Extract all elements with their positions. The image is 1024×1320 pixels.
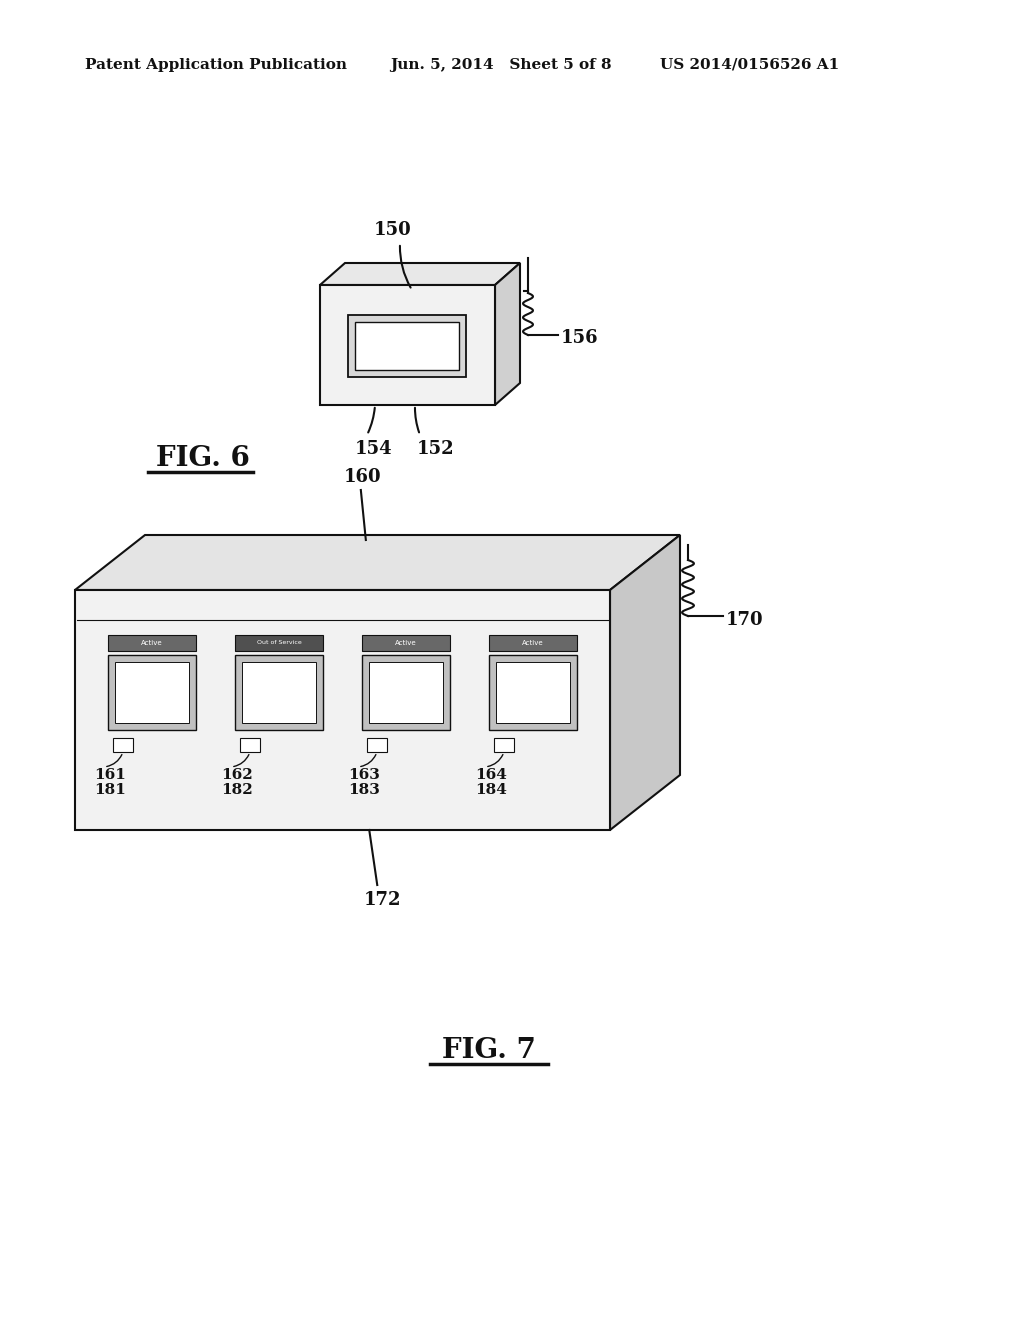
- Polygon shape: [113, 738, 133, 752]
- Text: 183: 183: [348, 783, 380, 797]
- Text: 182: 182: [221, 783, 253, 797]
- Text: Active: Active: [522, 640, 544, 645]
- Polygon shape: [362, 655, 450, 730]
- Polygon shape: [319, 263, 520, 285]
- Text: 170: 170: [726, 611, 764, 630]
- Polygon shape: [367, 738, 387, 752]
- Polygon shape: [234, 655, 323, 730]
- Text: 152: 152: [417, 440, 455, 458]
- Polygon shape: [489, 635, 577, 651]
- Polygon shape: [319, 285, 495, 405]
- Text: 154: 154: [355, 440, 392, 458]
- Text: 172: 172: [365, 891, 401, 909]
- Polygon shape: [369, 663, 443, 723]
- Text: 161: 161: [94, 768, 126, 781]
- Polygon shape: [496, 663, 570, 723]
- Polygon shape: [75, 590, 610, 830]
- Text: 184: 184: [475, 783, 507, 797]
- Polygon shape: [348, 315, 466, 378]
- Text: 156: 156: [561, 329, 599, 347]
- Polygon shape: [610, 535, 680, 830]
- Polygon shape: [240, 738, 260, 752]
- Text: 164: 164: [475, 768, 507, 781]
- Text: Active: Active: [141, 640, 163, 645]
- Polygon shape: [495, 263, 520, 405]
- Text: Out of Service: Out of Service: [257, 640, 301, 645]
- Text: 163: 163: [348, 768, 380, 781]
- Text: Patent Application Publication: Patent Application Publication: [85, 58, 347, 73]
- Polygon shape: [362, 635, 450, 651]
- Text: 162: 162: [221, 768, 253, 781]
- Text: US 2014/0156526 A1: US 2014/0156526 A1: [660, 58, 840, 73]
- Text: 160: 160: [344, 469, 382, 486]
- Text: Active: Active: [395, 640, 417, 645]
- Polygon shape: [108, 655, 196, 730]
- Polygon shape: [494, 738, 514, 752]
- Polygon shape: [108, 635, 196, 651]
- Text: Jun. 5, 2014   Sheet 5 of 8: Jun. 5, 2014 Sheet 5 of 8: [390, 58, 611, 73]
- Text: 150: 150: [374, 220, 412, 239]
- Polygon shape: [75, 535, 680, 590]
- Text: FIG. 6: FIG. 6: [156, 445, 250, 471]
- Text: 181: 181: [94, 783, 126, 797]
- Polygon shape: [355, 322, 459, 370]
- Text: FIG. 7: FIG. 7: [442, 1036, 536, 1064]
- Polygon shape: [242, 663, 316, 723]
- Polygon shape: [115, 663, 189, 723]
- Polygon shape: [234, 635, 323, 651]
- Polygon shape: [489, 655, 577, 730]
